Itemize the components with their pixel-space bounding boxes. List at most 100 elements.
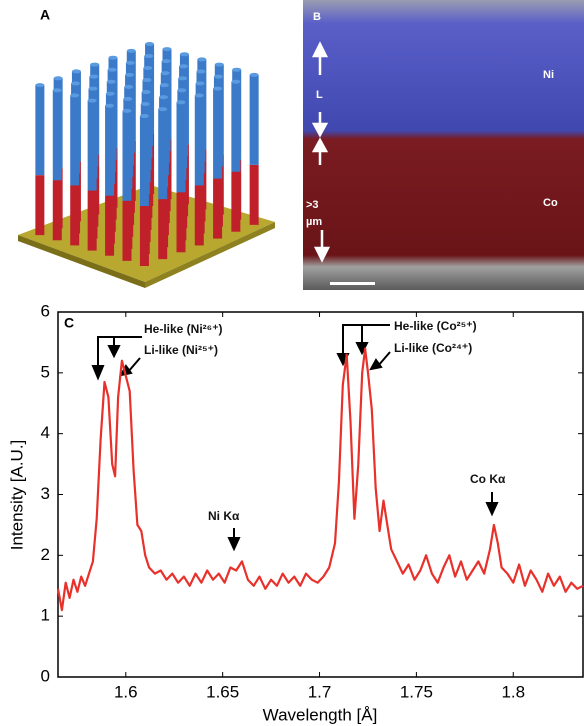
rod-ni — [122, 110, 132, 201]
annotation: Co Kα — [470, 472, 506, 486]
rod-cap — [161, 59, 171, 64]
rod-cap — [162, 47, 172, 52]
y-tick-label: 0 — [41, 666, 50, 685]
rod-cap — [194, 93, 204, 98]
rod-cap — [195, 81, 205, 86]
rod-cap — [105, 91, 115, 96]
x-tick-label: 1.8 — [501, 682, 525, 701]
rod-co — [52, 180, 62, 241]
co-label: Co — [543, 197, 558, 209]
rod-co — [122, 200, 132, 261]
rod-cap — [52, 88, 62, 93]
rod-cap — [140, 102, 150, 106]
rod-cap — [158, 107, 168, 112]
rod-cap — [142, 78, 152, 82]
rod-cap — [231, 79, 241, 84]
rod-ni — [213, 88, 223, 179]
arrows — [311, 41, 331, 263]
rod-cap — [35, 83, 45, 88]
y-axis-label: Intensity [A.U.] — [7, 440, 26, 551]
panel-b: B Ni L >3 µm Co — [303, 0, 584, 290]
rod-co — [194, 185, 204, 246]
scale-bar — [330, 282, 375, 285]
panel-label: C — [64, 315, 74, 331]
rod-cap — [139, 114, 149, 118]
rod-cap — [105, 103, 115, 108]
y-tick-label: 4 — [41, 423, 50, 442]
y-tick-label: 1 — [41, 606, 50, 625]
rod-cap — [177, 88, 187, 93]
length-value: >3 — [306, 199, 319, 211]
rod-cap — [143, 66, 153, 70]
annotation: Li-like (Ni²⁵⁺) — [144, 343, 218, 357]
rod-cap — [179, 52, 189, 57]
rod-ni — [158, 109, 168, 200]
rod-cap — [89, 74, 99, 79]
rod-cap — [88, 86, 98, 91]
rod-ni — [176, 102, 186, 193]
panel-c: C Wavelength [Å] Intensity [A.U.] He-lik… — [7, 301, 584, 724]
rod-cap — [141, 90, 151, 94]
rod-co — [139, 206, 149, 266]
y-tick-label: 3 — [41, 484, 50, 503]
rod-cap — [178, 76, 188, 81]
ni-label: Ni — [543, 69, 554, 81]
rod-cap — [123, 96, 133, 101]
rod-cap — [144, 54, 154, 58]
x-axis-label: Wavelength [Å] — [263, 705, 378, 724]
rod-cap — [160, 71, 170, 76]
annotation: He-like (Ni²⁶⁺) — [144, 322, 223, 336]
rod-cap — [107, 67, 117, 72]
rod-co — [87, 190, 97, 251]
rod-cap — [214, 62, 224, 67]
annotation: Li-like (Co²⁴⁺) — [394, 341, 472, 355]
annotation-arrows — [91, 324, 499, 552]
rod-co — [70, 185, 80, 246]
sem-image — [303, 0, 584, 290]
rod-cap — [106, 79, 116, 84]
annotation: Ni Kα — [208, 509, 240, 523]
spectrum-line — [56, 347, 584, 612]
rod-ni — [139, 116, 149, 206]
rod-cap — [213, 86, 223, 91]
rod-cap — [159, 95, 169, 100]
rod-cap — [159, 83, 169, 88]
rod-cap — [71, 69, 81, 74]
x-tick-label: 1.6 — [114, 682, 138, 701]
rod-ni — [52, 90, 62, 181]
rod-co — [35, 175, 45, 236]
rod-cap — [196, 69, 206, 74]
rod-ni — [194, 95, 204, 186]
rod-cap — [124, 84, 134, 89]
rod-cap — [87, 98, 97, 103]
substrate-edge — [145, 222, 275, 288]
rod-ni — [87, 100, 97, 191]
x-tick-label: 1.75 — [400, 682, 433, 701]
rod-co — [231, 171, 241, 232]
rod-cap — [213, 74, 223, 79]
length-unit: µm — [306, 216, 322, 228]
rod-cap — [122, 108, 132, 113]
rod-cap — [126, 48, 136, 53]
rod-cap — [145, 42, 155, 46]
panel-a: A — [18, 7, 275, 288]
rod-cap — [125, 60, 135, 65]
x-tick-label: 1.7 — [308, 682, 332, 701]
rod-cap — [249, 72, 259, 77]
x-tick-label: 1.65 — [206, 682, 239, 701]
rod-ni — [70, 95, 80, 186]
panel-label: A — [40, 7, 50, 23]
panel-label: B — [313, 11, 321, 23]
rod-ni — [35, 85, 45, 176]
substrate-edge — [18, 235, 145, 288]
rod-cap — [90, 62, 100, 67]
annotation: He-like (Co²⁵⁺) — [394, 319, 477, 333]
length-label: L — [316, 89, 323, 101]
rod-cap — [53, 76, 63, 81]
rod-cap — [108, 55, 118, 60]
rod-ni — [105, 105, 115, 196]
y-tick-label: 6 — [41, 301, 50, 320]
rod-co — [158, 199, 168, 260]
plot-frame — [57, 311, 584, 678]
